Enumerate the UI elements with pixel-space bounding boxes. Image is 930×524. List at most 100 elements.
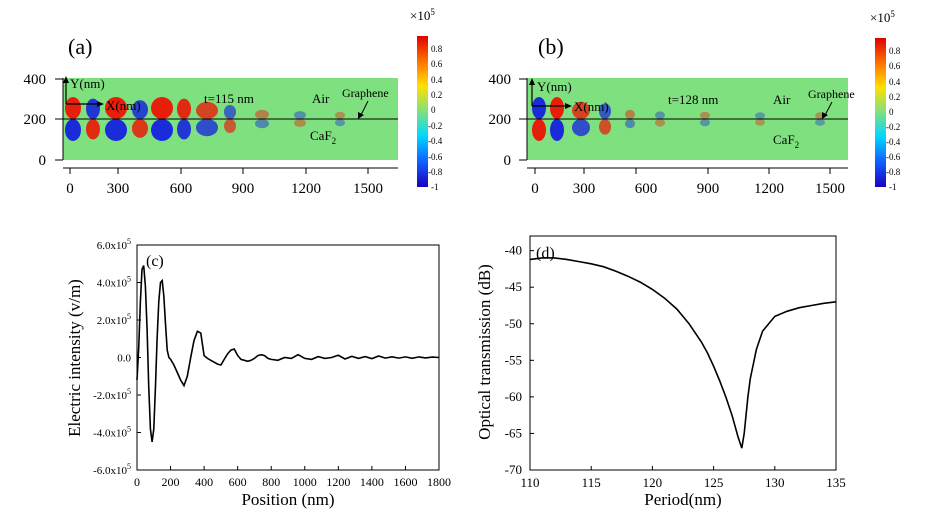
panel-d-ytick-label: -45 — [505, 279, 522, 294]
panel-a-axes — [55, 78, 398, 174]
panel-b-graphene-label: Graphene — [808, 87, 855, 101]
field-lobe — [532, 119, 546, 141]
panel-c-xtick-label: 1200 — [326, 475, 350, 489]
panel-b-cbar-tick: 0.4 — [889, 77, 901, 87]
panel-b-x-ticks: 0 300 600 900 1200 1500 — [531, 181, 845, 197]
panel-b-colorbar-ticks: 0.8 0.6 0.4 0.2 0 -0.2 -0.4 -0.6 -0.8 -1 — [886, 46, 901, 192]
field-lobe — [294, 111, 306, 119]
panel-a-field-lobes — [65, 97, 345, 141]
panel-a-ytick: 200 — [24, 112, 47, 128]
panel-a-cbar-tick: -0.2 — [428, 121, 442, 131]
panel-d-ytick-label: -40 — [505, 243, 522, 258]
panel-a-air-label: Air — [312, 91, 330, 106]
field-lobe — [815, 119, 825, 126]
panel-a-xtick: 300 — [107, 181, 130, 197]
field-lobe — [625, 109, 635, 119]
panel-a-cbar-tick: -0.8 — [428, 167, 443, 177]
panel-d-xtick-label: 130 — [765, 475, 785, 490]
panel-a-scale-label: ×105 — [410, 7, 435, 23]
field-lobe — [177, 119, 191, 140]
panel-c-ytick-label: -2.0x105 — [93, 387, 131, 402]
panel-c-letter: (c) — [146, 253, 164, 270]
panel-a-colorbar — [417, 36, 428, 187]
panel-b-cbar-tick: -0.4 — [886, 137, 901, 147]
panel-d-ytick-label: -70 — [505, 462, 522, 477]
panel-a-cbar-tick: -0.4 — [428, 136, 443, 146]
field-lobe — [599, 103, 611, 119]
panel-b-field-lobes — [532, 97, 825, 141]
panel-d-xtick-label: 110 — [520, 475, 539, 490]
field-lobe — [700, 119, 710, 127]
field-lobe — [599, 119, 611, 135]
panel-b-cbar-tick: -0.2 — [886, 122, 900, 132]
panel-d-x-label: Period(nm) — [644, 490, 721, 509]
field-lobe — [132, 100, 148, 119]
panel-d-xtick-label: 115 — [582, 475, 601, 490]
panel-c-x-label: Position (nm) — [241, 490, 334, 509]
panel-d-letter: (d) — [536, 245, 555, 262]
panel-a-x-axis-arrow-label: X(nm) — [106, 98, 141, 113]
panel-b-scale-label: ×105 — [870, 9, 895, 25]
field-lobe — [700, 111, 710, 119]
panel-c-xtick-label: 400 — [195, 475, 213, 489]
panel-d-y-ticks: -40 -45 -50 -55 -60 -65 -70 — [505, 243, 534, 477]
field-lobe — [755, 119, 765, 126]
field-lobe — [177, 98, 191, 120]
field-lobe — [755, 112, 765, 119]
field-lobe — [625, 119, 635, 129]
panel-a-ytick: 0 — [39, 153, 47, 169]
panel-a-coord-arrows — [63, 76, 104, 107]
panel-d-frame — [529, 235, 837, 471]
panel-b-cbar-tick: 0.8 — [889, 46, 901, 56]
panel-b-ytick: 400 — [489, 72, 512, 88]
field-lobe — [335, 111, 345, 119]
panel-b-xtick: 1500 — [815, 181, 845, 197]
panel-b-y-axis-arrow-label: Y(nm) — [537, 79, 572, 94]
panel-b-air-label: Air — [773, 92, 791, 107]
panel-c-y-ticks: 6.0x105 4.0x105 2.0x105 0.0 -2.0x105 -4.0x105… — [93, 237, 141, 477]
panel-b-cbar-tick: 0.2 — [889, 92, 900, 102]
panel-d-ytick-label: -55 — [505, 352, 522, 367]
panel-a-xtick: 1200 — [291, 181, 321, 197]
panel-a-xtick: 1500 — [353, 181, 383, 197]
panel-a-cbar-tick: 0.8 — [431, 44, 443, 54]
field-lobe — [255, 109, 269, 119]
panel-b-xtick: 600 — [635, 181, 658, 197]
panel-a-xtick: 0 — [66, 181, 74, 197]
panel-a-cbar-tick: -0.6 — [428, 152, 443, 162]
field-lobe — [224, 119, 236, 133]
panel-a-cbar-tick: 0.4 — [431, 75, 443, 85]
panel-d-ytick-label: -50 — [505, 316, 522, 331]
panel-b-letter: (b) — [538, 34, 564, 59]
panel-c-xtick-label: 1800 — [427, 475, 451, 489]
field-lobe — [151, 119, 173, 141]
panel-b-cbar-tick: 0 — [889, 107, 894, 117]
panel-c-ytick-label: 2.0x105 — [97, 312, 131, 327]
panel-c-ytick-label: -6.0x105 — [93, 462, 131, 477]
field-lobe — [105, 119, 127, 141]
field-lobe — [65, 119, 81, 141]
panel-c: (c) 6.0x105 4.0x105 2.0x105 0.0 -2.0x105 -4.0… — [65, 237, 451, 509]
panel-b-xtick: 1200 — [754, 181, 784, 197]
field-lobe — [196, 101, 218, 119]
panel-c-xtick-label: 600 — [229, 475, 247, 489]
panel-d-y-label: Optical transmission (dB) — [475, 264, 494, 440]
panel-b-substrate-label: CaF2 — [773, 132, 799, 150]
field-lobe — [105, 97, 127, 119]
field-lobe — [572, 101, 590, 119]
panel-a-cbar-tick: 0.6 — [431, 59, 443, 69]
field-lobe — [532, 97, 546, 119]
panel-a-cbar-tick: 0.2 — [431, 90, 442, 100]
panel-d-xtick-label: 120 — [643, 475, 663, 490]
panel-a-cbar-tick: -1 — [431, 182, 439, 192]
panel-c-xtick-label: 1400 — [360, 475, 384, 489]
panel-d: (d) -40 -45 -50 -55 -60 -65 -70 110 115 120 125 13… — [475, 235, 846, 509]
panel-b-ytick: 0 — [504, 153, 512, 169]
panel-a-graphene-pointer — [358, 100, 369, 119]
panel-a-x-ticks: 0 300 600 900 1200 1500 — [66, 181, 383, 197]
field-lobe — [572, 119, 590, 137]
panel-b-thickness-annotation: t=128 nm — [668, 92, 718, 107]
panel-c-ytick-label: 4.0x105 — [97, 275, 131, 290]
panel-a-thickness-annotation: t=115 nm — [204, 91, 254, 106]
panel-c-xtick-label: 1600 — [393, 475, 417, 489]
